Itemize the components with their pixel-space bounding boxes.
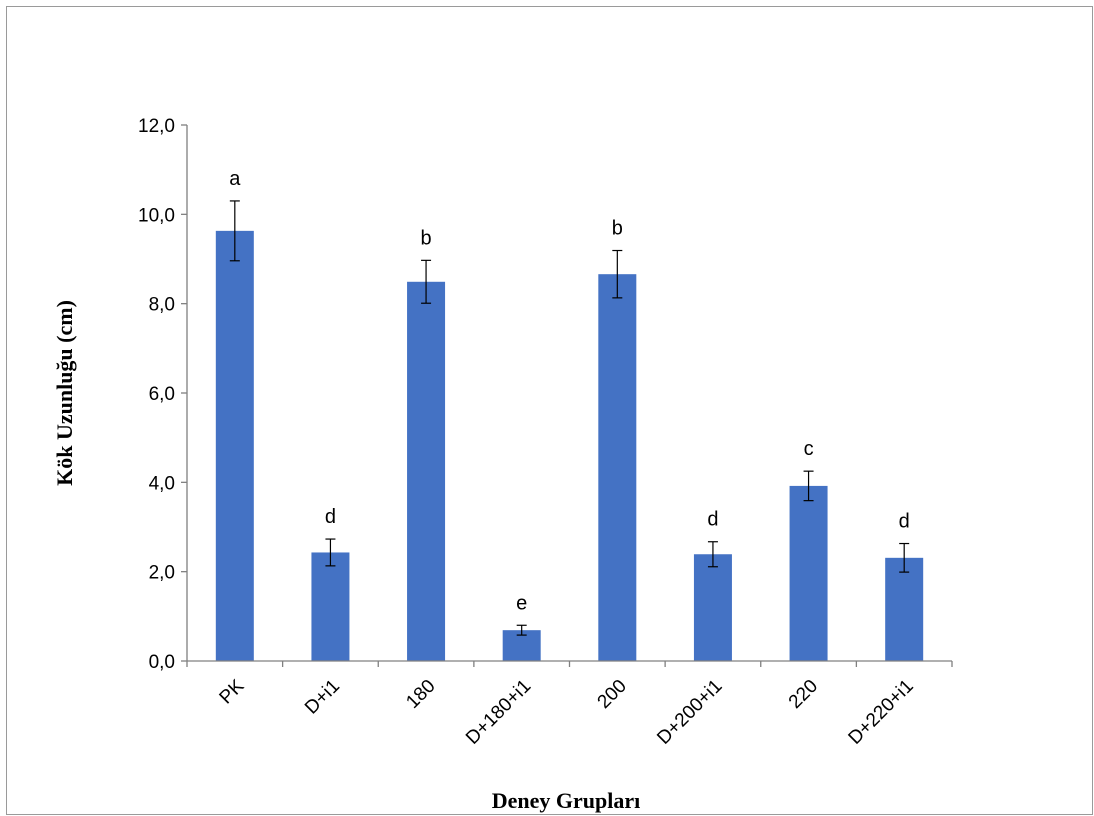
bar — [311, 552, 350, 661]
bars-group — [215, 230, 924, 662]
x-tick-label: PK — [216, 675, 249, 708]
bar — [215, 230, 254, 662]
y-tick-label: 4,0 — [149, 473, 175, 494]
significance-label: b — [421, 227, 432, 249]
x-ticks-group: PK D+i1 180 D+180+i1 200 D+200+i1 220 D+220+i1 — [186, 661, 953, 749]
x-axis-title: Deney Grupları — [492, 788, 641, 813]
x-tick-label: 200 — [594, 676, 631, 713]
bar — [407, 281, 446, 661]
bar — [598, 274, 637, 661]
y-tick-label: 2,0 — [149, 563, 175, 584]
bar — [789, 485, 828, 661]
x-tick-label: D+180+i1 — [462, 676, 535, 749]
x-tick-label: D+i1 — [301, 676, 344, 719]
significance-label: d — [899, 511, 910, 533]
y-tick-label: 10,0 — [138, 205, 175, 226]
significance-label: b — [612, 218, 623, 240]
bar — [885, 557, 924, 661]
x-tick-label: D+220+i1 — [845, 676, 918, 749]
y-tick-label: 0,0 — [149, 652, 175, 673]
y-tick-label: 8,0 — [149, 295, 175, 316]
significance-label: a — [229, 168, 241, 190]
y-tick-label: 6,0 — [149, 384, 175, 405]
x-tick-label: 220 — [785, 676, 822, 713]
error-bars-group — [229, 200, 910, 636]
significance-label: d — [325, 506, 336, 528]
significance-label: c — [804, 438, 814, 460]
axes-group — [186, 125, 952, 662]
significance-label: e — [516, 592, 527, 614]
bar — [693, 554, 732, 661]
y-tick-label: 12,0 — [138, 116, 175, 137]
y-ticks-group: 0,0 2,0 4,0 6,0 8,0 10,0 12,0 — [138, 116, 187, 673]
significance-label: d — [707, 509, 718, 531]
significance-labels-group: a d b e b d c d — [229, 168, 910, 614]
x-tick-label: D+200+i1 — [653, 676, 726, 749]
x-tick-label: 180 — [402, 676, 439, 713]
y-axis-title: Kök Uzunluğu (cm) — [52, 300, 77, 486]
